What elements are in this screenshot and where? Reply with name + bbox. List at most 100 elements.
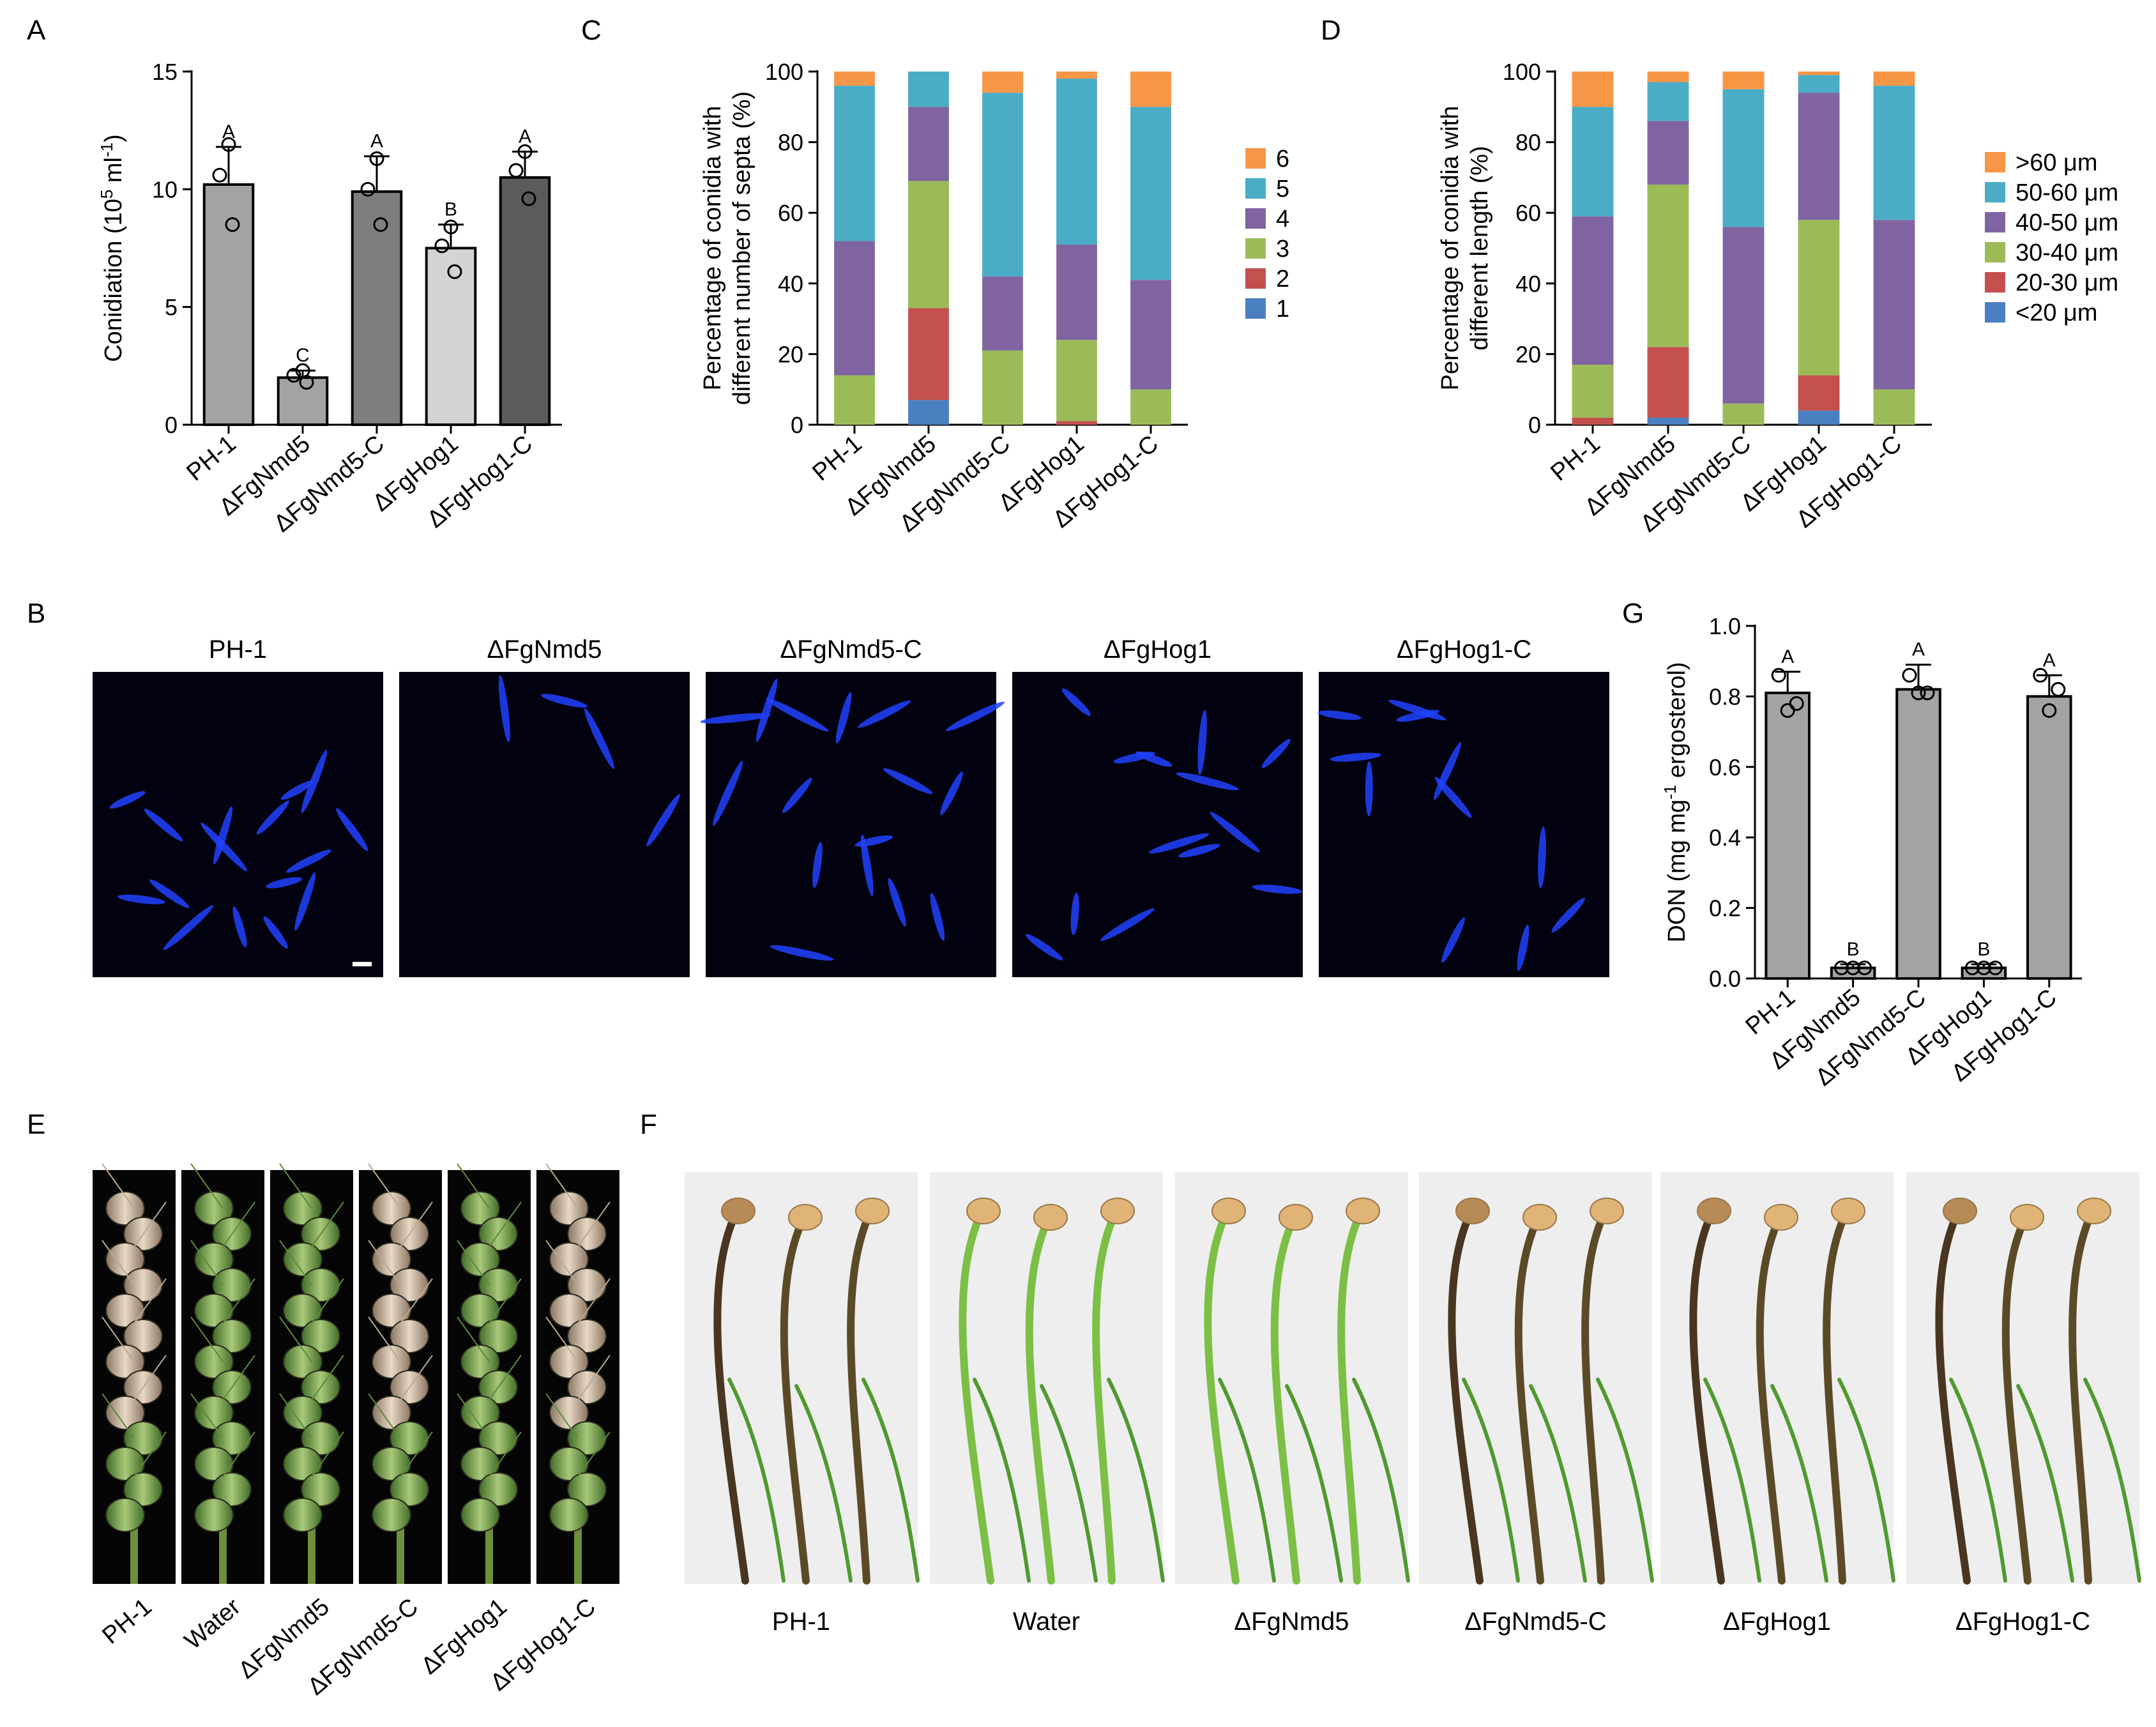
stacked-bar-segment [1647,72,1689,82]
bar [277,376,329,426]
awn [545,1240,579,1286]
spikelet [212,1472,252,1507]
y-tick-label: 0.2 [1709,895,1741,922]
y-tick-label: 0 [165,412,178,438]
spikelet [194,1396,234,1430]
legend-label: 20-30 μm [2016,270,2118,296]
spikelet [372,1242,411,1277]
stacked-bar-segment [1798,410,1840,425]
spikelet [283,1191,323,1226]
stacked-bar-segment [1056,244,1097,340]
micrograph-title: PH-1 [209,635,267,664]
stacked-bar-segment [982,93,1023,277]
seedling-stem [1025,1216,1055,1585]
chart-c-septa: 020406080100PH-1ΔFgNmd5ΔFgNmd5-CΔFgHog1Δ… [699,59,1289,538]
awn [545,1316,579,1362]
data-point [1857,960,1872,975]
awn [133,1201,167,1247]
conidium [1317,710,1362,720]
conidium [883,768,933,795]
stacked-bar-segment [908,107,949,181]
conidium [1551,897,1585,933]
spikelet [123,1472,163,1507]
awn [279,1240,312,1286]
data-point [2042,703,2057,718]
seedling-leaf [2016,1384,2074,1583]
conidium [755,678,778,742]
stacked-bar-segment [1873,389,1915,425]
seedling-leaf [1352,1378,1410,1583]
seed-kernel [966,1198,1001,1224]
seedling-stem [1092,1210,1119,1585]
legend-swatch [1245,208,1266,229]
seedling-leaf [862,1378,920,1583]
conidium [1261,738,1291,768]
awn [311,1278,344,1324]
y-axis-label-part: ergosterol) [1664,662,1690,784]
conidium [940,771,963,816]
data-point [286,368,301,383]
data-point [212,167,227,183]
conidium [256,800,289,835]
legend-label: 30-40 μm [2016,240,2118,266]
y-axis-label: Conidiation (105​ ml-1​) [97,134,127,362]
conidium [860,834,874,897]
seedling-label: ΔFgHog1 [1723,1608,1831,1636]
conidium [541,694,588,708]
conidium [118,894,165,904]
significance-letter: C [296,345,310,366]
seed-kernel [855,1198,890,1224]
y-tick-label: 0.4 [1709,825,1741,851]
awn [311,1355,344,1401]
stacked-bar-segment [1798,72,1840,75]
data-point [1902,667,1917,683]
awn [133,1431,167,1477]
spikelet [105,1293,145,1328]
awn [222,1431,255,1477]
awn [577,1201,611,1247]
significance-letter: A [1912,639,1925,660]
stacked-bar-segment [908,72,949,107]
y-tick-label: 0 [791,412,803,438]
spikelet [460,1447,500,1481]
awn [368,1393,401,1439]
stacked-bar-segment [1722,72,1765,89]
seedling-stem [1581,1210,1608,1585]
seedling-label: ΔFgNmd5 [1234,1608,1349,1636]
awn [577,1431,611,1477]
awn [102,1316,135,1362]
data-point [521,191,536,206]
data-point [1789,696,1804,711]
seedling-label: Water [1013,1608,1080,1636]
conidium [584,708,615,770]
stacked-bar-segment [1572,364,1614,418]
spikelet [549,1344,589,1379]
x-tick-label: PH-1 [807,430,867,487]
y-axis-label: DON (mg mg-1​ ergosterol) [1660,662,1690,942]
data-point [360,181,376,197]
seed-kernel [1033,1204,1068,1231]
conidium [812,842,823,888]
y-tick-label: 5 [165,294,178,321]
stacked-bar-segment [834,375,875,425]
stacked-bar-segment [1056,72,1097,79]
awn [400,1278,433,1324]
awn [368,1316,401,1362]
conidium [286,849,331,873]
panel-label-b: B [27,598,45,629]
seedling-leaf [1949,1378,2007,1583]
significance-letter: B [444,199,457,220]
y-axis-label-part: ) [100,134,127,142]
conidium [109,791,146,809]
seed-kernel [788,1204,823,1231]
legend-swatch [1985,152,2005,172]
panel-label-c: C [581,15,602,46]
spikelet [194,1191,234,1226]
y-tick-label: 0.6 [1709,754,1741,780]
stacked-bar-segment [834,241,875,376]
y-axis-label-superscript: -1 [1660,785,1680,800]
conidium [1388,699,1446,720]
conidium [294,872,316,931]
panel-b-micrographs: PH-1 ΔFgNmd5 ΔFgNmd5-C ΔFgHog1 ΔFgHog1-C [93,635,1609,977]
